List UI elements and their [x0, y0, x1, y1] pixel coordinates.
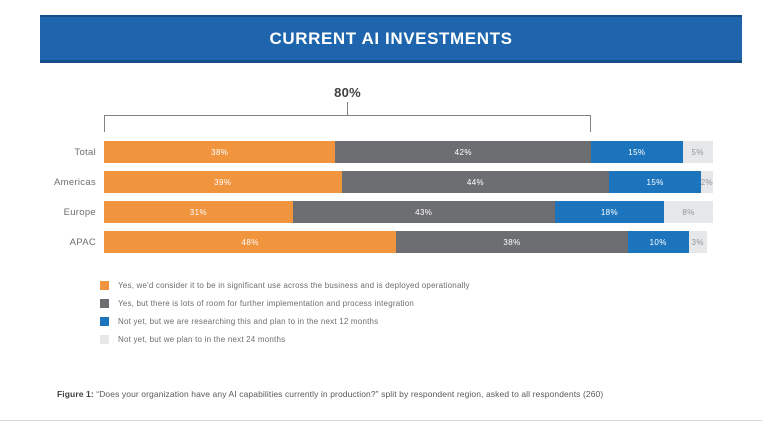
- legend-label: Yes, but there is lots of room for furth…: [118, 299, 415, 308]
- bracket-stem: [347, 102, 349, 115]
- bar-segment: 18%: [554, 201, 665, 223]
- bar-segment: 42%: [335, 141, 592, 163]
- bar-segment: 2%: [701, 171, 713, 193]
- stacked-bar: 38% 42% 15% 5%: [104, 141, 713, 163]
- bar-segment: 15%: [609, 171, 701, 193]
- bar-segment: 48%: [104, 231, 397, 253]
- bar-segment: 43%: [292, 201, 555, 223]
- row-label: Europe: [63, 206, 96, 218]
- legend-swatch-icon: [100, 317, 109, 326]
- bar-row-apac: APAC 48% 38% 10% 3%: [0, 231, 762, 253]
- chart-legend: Yes, we'd consider it to be in significa…: [100, 281, 470, 353]
- figure-caption: Figure 1: “Does your organization have a…: [57, 389, 717, 399]
- legend-label: Not yet, but we plan to in the next 24 m…: [118, 335, 286, 344]
- legend-item: Not yet, but we plan to in the next 24 m…: [100, 335, 470, 344]
- bar-segment: 31%: [104, 201, 293, 223]
- stacked-bar: 31% 43% 18% 8%: [104, 201, 713, 223]
- bar-segment: 10%: [627, 231, 689, 253]
- caption-prefix: Figure 1:: [57, 389, 94, 399]
- bar-segment: 3%: [688, 231, 707, 253]
- stacked-bar-chart: Total 38% 42% 15% 5% Americas 39% 44% 15% 2% Europ…: [0, 141, 762, 261]
- bar-segment: 44%: [341, 171, 610, 193]
- bar-segment: 15%: [591, 141, 683, 163]
- row-label: Americas: [54, 176, 96, 188]
- bar-segment: 38%: [104, 141, 336, 163]
- legend-item: Yes, but there is lots of room for furth…: [100, 299, 470, 308]
- bar-segment: 39%: [104, 171, 342, 193]
- bracket-line: [104, 115, 592, 132]
- report-header: CURRENT AI INVESTMENTS: [40, 15, 742, 63]
- bracket-value-label: 80%: [334, 85, 362, 100]
- bar-segment: 38%: [396, 231, 628, 253]
- stacked-bar: 48% 38% 10% 3%: [104, 231, 713, 253]
- legend-item: Not yet, but we are researching this and…: [100, 317, 470, 326]
- bracket-annotation: 80%: [104, 85, 713, 132]
- caption-text: “Does your organization have any AI capa…: [93, 389, 604, 399]
- legend-label: Yes, we'd consider it to be in significa…: [118, 281, 470, 290]
- legend-label: Not yet, but we are researching this and…: [118, 317, 379, 326]
- bar-row-americas: Americas 39% 44% 15% 2%: [0, 171, 762, 193]
- legend-swatch-icon: [100, 335, 109, 344]
- bracket: 80%: [104, 85, 592, 132]
- page-title: CURRENT AI INVESTMENTS: [269, 28, 513, 48]
- stacked-bar: 39% 44% 15% 2%: [104, 171, 713, 193]
- bar-row-total: Total 38% 42% 15% 5%: [0, 141, 762, 163]
- legend-swatch-icon: [100, 299, 109, 308]
- bar-row-europe: Europe 31% 43% 18% 8%: [0, 201, 762, 223]
- bar-segment: 5%: [682, 141, 713, 163]
- legend-swatch-icon: [100, 281, 109, 290]
- row-label: Total: [74, 146, 96, 158]
- legend-item: Yes, we'd consider it to be in significa…: [100, 281, 470, 290]
- bar-segment: 8%: [664, 201, 713, 223]
- row-label: APAC: [69, 236, 96, 248]
